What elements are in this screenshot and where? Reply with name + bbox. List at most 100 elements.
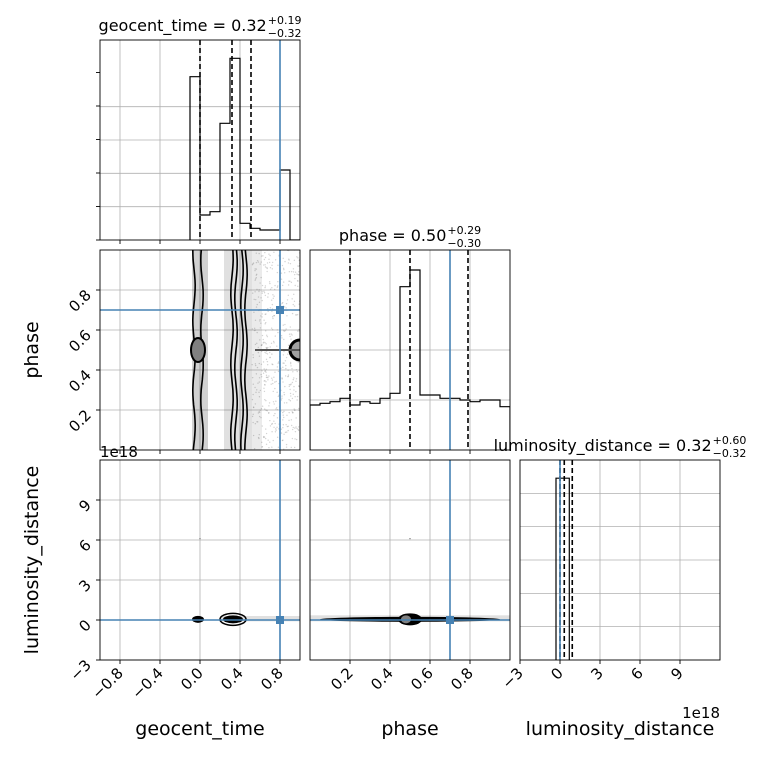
sample-point (253, 311, 255, 314)
sample-point (259, 339, 261, 341)
sample-point (285, 307, 287, 309)
sample-point (264, 285, 267, 287)
sample-point (282, 267, 285, 270)
sample-point (294, 271, 297, 273)
sample-point (266, 334, 268, 336)
sample-point (260, 297, 262, 299)
sample-point (281, 264, 284, 267)
sample-point (274, 259, 277, 261)
sample-point (273, 426, 275, 428)
text-layer: −0.8 −0.4 0.0 0.4 0.8 0.2 0.4 0.6 0.8 −3 0 3 6 9 0.2 0.… (21, 14, 746, 740)
sample-point (252, 434, 255, 437)
sample-point (284, 375, 287, 377)
y-tick-label: 0 (75, 616, 94, 635)
sample-point (269, 346, 271, 348)
sample-point (298, 407, 300, 410)
sample-point (273, 251, 275, 253)
sample-point (265, 376, 268, 379)
sample-point (257, 421, 259, 423)
sample-point (264, 398, 266, 401)
offset-text: 1e18 (682, 704, 720, 722)
histogram-geocent_time (189, 57, 300, 240)
sample-point (256, 342, 258, 345)
sample-point (265, 313, 267, 315)
sample-point (199, 537, 201, 540)
sample-point (251, 263, 254, 266)
sample-point (261, 299, 263, 302)
sample-point (273, 403, 275, 405)
sample-point (251, 415, 254, 418)
sample-point (261, 350, 263, 353)
x-tick-label: 3 (587, 664, 606, 683)
sample-point (263, 387, 265, 390)
sample-point (261, 446, 264, 448)
sample-point (271, 310, 273, 313)
title-upper: +0.19 (268, 14, 302, 27)
sample-point (266, 335, 269, 338)
sample-point (269, 357, 271, 359)
sample-point (283, 272, 286, 274)
x-tick-label: 0.0 (177, 664, 207, 694)
sample-point (280, 432, 283, 434)
sample-point (265, 347, 268, 349)
histogram-phase (310, 269, 510, 450)
sample-point (283, 362, 285, 364)
sample-point (264, 437, 267, 440)
sample-point (274, 431, 277, 433)
sample-point (287, 294, 289, 296)
offset-text: 1e18 (100, 443, 138, 461)
title-main: phase = 0.50 (339, 226, 446, 245)
sample-point (281, 284, 284, 287)
sample-point (266, 409, 268, 411)
x-tick-label: −0.4 (128, 664, 166, 702)
sample-point (252, 393, 254, 396)
contour-blob (190, 337, 206, 363)
sample-point (260, 376, 263, 378)
sample-point (268, 402, 271, 404)
sample-point (282, 366, 284, 369)
sample-point (272, 340, 275, 343)
sample-point (261, 405, 264, 407)
sample-point (258, 289, 260, 291)
sample-point (281, 377, 283, 379)
sample-point (262, 255, 264, 257)
sample-point (251, 363, 253, 366)
sample-point (267, 379, 269, 381)
sample-point (289, 361, 292, 364)
sample-point (294, 427, 296, 429)
sample-point (282, 424, 285, 426)
sample-point (265, 381, 267, 383)
sample-point (288, 259, 290, 261)
sample-point (272, 294, 274, 296)
sample-point (276, 426, 278, 428)
sample-point (280, 399, 283, 401)
sample-point (258, 433, 260, 436)
sample-point (273, 414, 275, 417)
sample-point (261, 316, 263, 318)
sample-point (274, 381, 276, 383)
y-tick-label: 9 (75, 496, 94, 515)
sample-point (271, 431, 273, 433)
sample-point (295, 390, 297, 393)
sample-point (266, 360, 269, 363)
x-tick-label: 0 (547, 664, 566, 683)
sample-point (281, 302, 283, 305)
sample-point (254, 386, 256, 389)
sample-point (276, 391, 278, 394)
sample-point (297, 428, 299, 431)
sample-point (282, 411, 284, 414)
sample-point (292, 426, 294, 429)
sample-point (277, 281, 279, 283)
sample-point (290, 333, 292, 335)
sample-point (290, 424, 293, 427)
sample-point (271, 287, 273, 289)
sample-point (261, 284, 264, 287)
contour-line (239, 250, 245, 450)
sample-point (285, 443, 288, 446)
sample-point (288, 398, 290, 401)
sample-point (270, 327, 273, 329)
sample-point (285, 424, 287, 426)
sample-point (272, 363, 274, 366)
sample-point (265, 409, 267, 411)
sample-point (290, 270, 293, 273)
